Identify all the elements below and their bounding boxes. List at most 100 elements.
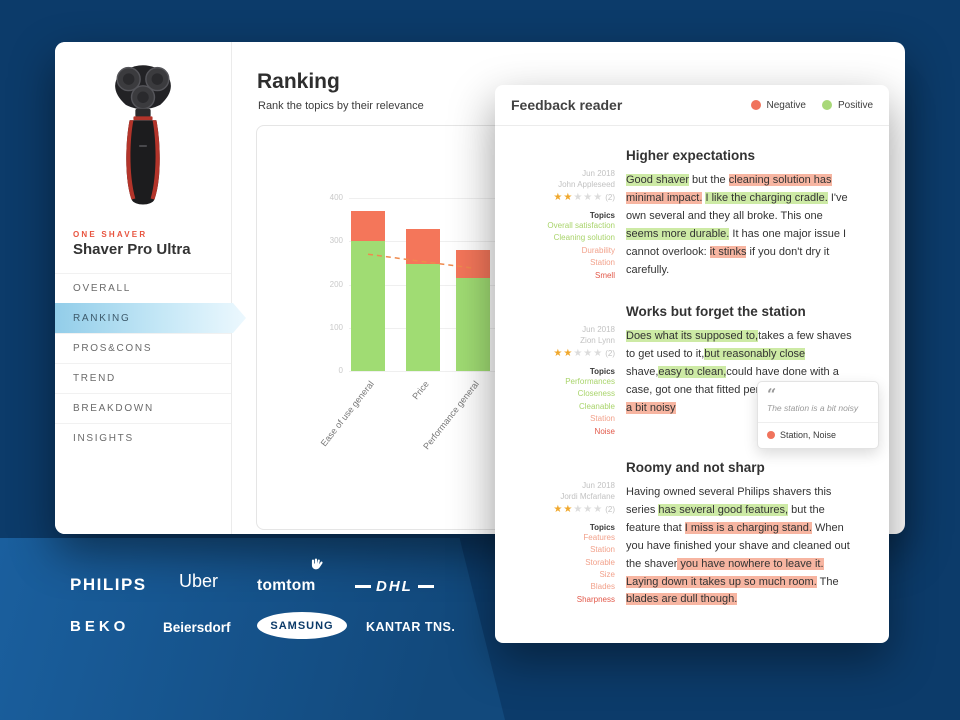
topic-closeness[interactable]: Closeness [577,389,615,399]
sidebar-item-label: OVERALL [73,283,132,294]
highlight-positive[interactable]: seems more durable. [626,227,730,240]
sidebar-item-ranking[interactable]: RANKING [55,303,246,333]
product-image [100,60,186,212]
entry-content: Higher expectations Good shaver but the c… [626,148,857,282]
topic-durability[interactable]: Durability [581,245,615,255]
highlight-negative[interactable]: Laying down it takes up so much room. [626,575,817,588]
topic-station[interactable]: Station [590,545,615,555]
logo-beiersdorf: Beiersdorf [163,620,231,635]
sidebar-item-overall[interactable]: OVERALL [55,273,231,303]
feedback-entry: Jun 2018 Zion Lynn ★★★★★ (2) Topics Performan… [495,304,859,438]
feedback-header: Feedback reader Negative Positive [495,85,889,126]
dhl-line-left [355,585,371,588]
entry-text: Does what its supposed to,takes a few sh… [626,328,857,418]
y-axis-tick: 0 [338,366,343,375]
highlight-positive[interactable]: but reasonably close [704,347,806,360]
logo-philips: PHILIPS [70,575,147,594]
star-icon: ★ [583,192,594,203]
highlight-negative[interactable]: blades are dull though. [626,593,738,606]
topics-label: Topics [589,522,615,532]
topic-features[interactable]: Features [583,532,615,542]
star-icon: ★ [573,192,584,203]
samsung-wordmark: SAMSUNG [257,612,347,639]
highlight-negative[interactable]: I miss is a charging stand. [684,521,812,534]
logo-kantar: KANTAR TNS. [366,620,456,634]
entry-date: Jun 2018 [582,169,615,178]
legend-positive[interactable]: Positive [821,100,873,111]
topic-cleanable[interactable]: Cleanable [578,401,615,411]
sidebar-menu: OVERALL RANKING PROS&CONS TREND BREAKDOWN INS… [55,273,246,453]
text-segment: takes a few shaves to get used to it, [626,329,852,360]
legend-label: Negative [766,99,806,111]
dhl-line-right [417,585,434,588]
tooltip-divider [758,421,878,423]
tooltip-quote: The station is a bit noisy [767,403,859,414]
topics-label: Topics [589,366,615,376]
entry-heading: Higher expectations [626,148,756,163]
topic-cleaning-solution[interactable]: Cleaning solution [553,233,615,243]
page-subtitle: Rank the topics by their relevance [258,100,424,112]
topic-overall-satisfaction[interactable]: Overall satisfaction [547,221,615,230]
sidebar-item-pros-cons[interactable]: PROS&CONS [55,333,231,363]
star-icon: ★ [583,347,594,359]
sidebar-item-insights[interactable]: INSIGHTS [55,423,231,453]
sidebar-item-breakdown[interactable]: BREAKDOWN [55,393,231,423]
text-segment: When you have finished your shave and cl… [626,521,850,570]
feedback-entries: Jun 2018 John Appleseed ★★★★★ (2) Topics Over… [495,126,889,655]
topic-size[interactable]: Size [599,570,615,580]
star-rating[interactable]: ★★★★★ (2) [495,348,615,359]
topic-smell[interactable]: Smell [594,270,615,280]
highlight-positive[interactable]: Does what its supposed to, [626,329,759,342]
highlight-negative[interactable]: you have nowhere to leave it. [677,557,824,570]
sidebar-item-label: INSIGHTS [73,433,134,444]
topic-blades[interactable]: Blades [590,582,615,592]
rating-count: (2) [605,193,615,202]
logo-dhl: DHL [355,578,434,595]
highlight-positive[interactable]: easy to clean, [658,365,727,378]
page-title: Ranking [257,70,340,93]
entry-meta: Jun 2018 Jordi Mcfarlane ★★★★★ (2) Topics Fea… [495,460,615,609]
bar-segment-negative [456,249,490,278]
topic-performances[interactable]: Performances [565,376,615,386]
legend-negative[interactable]: Negative [750,99,806,111]
logo-beko: BEKO [70,618,130,635]
logo-uber: Uber [179,571,219,591]
tooltip-tags: Station, Noise [780,429,837,440]
star-icon: ★ [573,347,584,359]
product-label: ONE SHAVER [73,230,148,239]
entry-author: Zion Lynn [580,335,615,345]
text-segment: shave, [626,365,659,378]
entry-date: Jun 2018 [582,480,615,490]
highlight-positive[interactable]: Good shaver [626,174,689,186]
bar-price[interactable] [406,229,440,371]
y-axis-tick: 400 [329,193,343,202]
star-rating[interactable]: ★★★★★ (2) [495,504,615,515]
star-icon: ★ [553,347,564,359]
bar-performance-general[interactable] [456,249,490,371]
topic-sharpness[interactable]: Sharpness [576,594,615,604]
star-rating[interactable]: ★★★★★ (2) [495,192,615,203]
star-icon: ★ [563,347,574,359]
topic-storable[interactable]: Storable [585,557,615,567]
topic-station[interactable]: Station [590,414,615,424]
highlight-negative[interactable]: it stinks [709,245,747,258]
logo-samsung: SAMSUNG [257,612,347,639]
bar-ease-of-use-general[interactable] [351,210,385,371]
negative-dot-icon [767,430,775,439]
bar-segment-negative [351,210,385,242]
sidebar-item-trend[interactable]: TREND [55,363,231,393]
feedback-reader-dialog: Feedback reader Negative Positive Jun 201… [495,85,889,643]
star-icon: ★ [573,503,584,515]
topic-noise[interactable]: Noise [594,426,615,436]
tomtom-hands-icon [306,556,326,581]
highlight-positive[interactable]: has several good features, [658,503,789,516]
y-axis-tick: 100 [329,322,343,332]
sidebar-item-label: RANKING [73,312,131,324]
topic-station[interactable]: Station [590,258,615,268]
rating-count: (2) [605,348,615,358]
bar-segment-negative [406,229,440,265]
highlight-positive[interactable]: I like the charging cradle. [705,191,828,204]
entry-text: Having owned several Philips shavers thi… [626,484,857,609]
bar-segment-positive [351,241,385,371]
entry-meta: Jun 2018 Zion Lynn ★★★★★ (2) Topics Performan… [495,304,615,438]
